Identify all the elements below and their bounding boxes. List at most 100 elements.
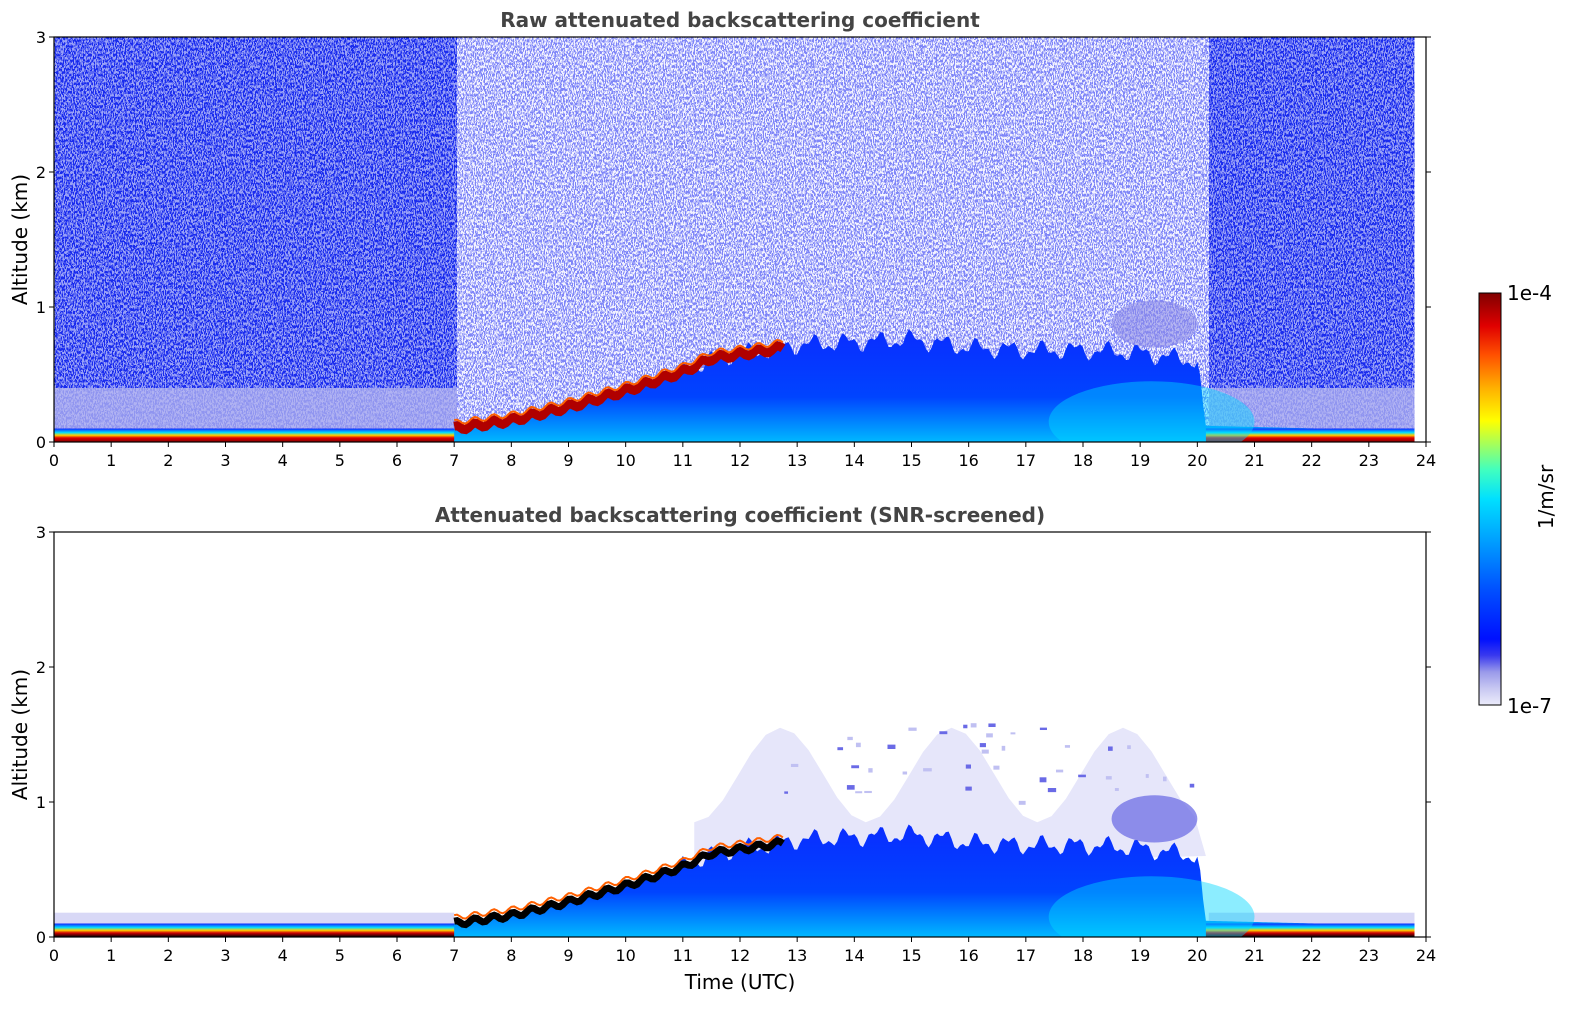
noise-blob <box>784 791 789 794</box>
x-tick-label: 8 <box>506 946 516 965</box>
x-tick-label: 4 <box>278 451 288 470</box>
y-axis-label: Altitude (km) <box>8 669 32 800</box>
night-pale-band <box>54 912 455 927</box>
x-tick-label: 19 <box>1130 451 1150 470</box>
raw-backscatter-panel: 0 1 2 3 4 5 6 7 8 9 10 11 12 13 14 15 16 17 18 19 20 21 22 23 24… <box>8 8 1436 470</box>
x-tick-label: 0 <box>49 946 59 965</box>
plot-area <box>54 37 1426 442</box>
noise-blob <box>1047 788 1057 793</box>
surface-band-night-evening <box>1205 923 1415 937</box>
noise-blob <box>993 765 1000 770</box>
noise-blob <box>1078 774 1086 778</box>
x-tick-label: 13 <box>787 946 807 965</box>
noise-blob <box>846 785 855 790</box>
y-tick-label: 3 <box>36 523 46 542</box>
noise-blob <box>902 771 908 775</box>
y-axis-label: Altitude (km) <box>8 174 32 305</box>
x-tick-label: 8 <box>506 451 516 470</box>
x-tick-label: 24 <box>1416 451 1436 470</box>
noise-blob <box>1064 745 1071 748</box>
x-tick-label: 7 <box>449 946 459 965</box>
noise-blob <box>1105 776 1112 780</box>
noise-blob <box>908 727 917 731</box>
x-tick-label: 14 <box>844 451 864 470</box>
low-noise-band <box>1208 388 1415 429</box>
noise-blob <box>1039 727 1047 731</box>
noise-blob <box>855 742 861 748</box>
x-tick-label: 23 <box>1359 451 1379 470</box>
boundary-layer <box>54 329 1415 442</box>
surface-band-night-evening <box>1205 428 1415 442</box>
noise-blob <box>979 743 986 748</box>
noise-blob <box>1114 788 1119 791</box>
noise-blob <box>1108 746 1113 751</box>
x-tick-label: 9 <box>563 451 573 470</box>
x-tick-label: 7 <box>449 451 459 470</box>
noise-blob <box>851 765 860 769</box>
noise-blob <box>965 786 972 791</box>
noise-blob <box>790 763 799 767</box>
noise-blob <box>1039 777 1047 783</box>
noise-blob <box>986 733 993 738</box>
x-axis-label: Time (UTC) <box>684 970 796 994</box>
x-tick-label: 5 <box>335 946 345 965</box>
noise-speckle <box>1208 37 1415 442</box>
colorbar: 1e-4 1e-7 1/m/sr <box>1478 281 1558 718</box>
surface-band-night <box>54 923 455 937</box>
noise-blob <box>963 724 968 729</box>
noise-blob <box>970 723 977 728</box>
noise-blob <box>855 791 863 794</box>
panel-title: Raw attenuated backscattering coefficien… <box>500 8 980 32</box>
x-tick-label: 18 <box>1073 946 1093 965</box>
noise-blob <box>988 723 996 728</box>
x-tick-label: 22 <box>1301 946 1321 965</box>
x-tick-label: 5 <box>335 451 345 470</box>
y-tick-label: 1 <box>36 793 46 812</box>
no-data-region <box>1414 37 1426 442</box>
x-tick-label: 10 <box>615 946 635 965</box>
noise-blob <box>1001 745 1006 751</box>
near-surface-enhancement <box>1048 876 1255 937</box>
noise-blob <box>1018 800 1026 805</box>
noise-blob <box>887 744 896 750</box>
colorbar-unit-label: 1/m/sr <box>1534 464 1558 529</box>
plot-area <box>54 532 1426 937</box>
noise-blob <box>847 736 853 741</box>
x-tick-label: 22 <box>1301 451 1321 470</box>
x-tick-label: 3 <box>220 946 230 965</box>
x-tick-label: 13 <box>787 451 807 470</box>
x-tick-label: 24 <box>1416 946 1436 965</box>
noise-blob <box>1162 776 1167 782</box>
x-tick-label: 3 <box>220 451 230 470</box>
x-tick-label: 15 <box>901 946 921 965</box>
aerosol-top-ridge-edge <box>453 833 784 920</box>
near-surface-enhancement <box>1048 381 1255 442</box>
x-tick-label: 18 <box>1073 451 1093 470</box>
x-tick-label: 23 <box>1359 946 1379 965</box>
x-tick-label: 2 <box>163 451 173 470</box>
y-tick-label: 3 <box>36 28 46 47</box>
x-tick-label: 6 <box>392 946 402 965</box>
x-tick-label: 21 <box>1244 451 1264 470</box>
x-tick-label: 11 <box>673 451 693 470</box>
noise-blob <box>939 731 948 735</box>
x-tick-label: 9 <box>563 946 573 965</box>
residual-layer <box>1111 795 1198 843</box>
y-tick-label: 0 <box>36 928 46 947</box>
x-tick-label: 12 <box>730 451 750 470</box>
x-tick-label: 20 <box>1187 451 1207 470</box>
x-tick-label: 14 <box>844 946 864 965</box>
x-tick-label: 10 <box>615 451 635 470</box>
y-tick-label: 1 <box>36 298 46 317</box>
x-tick-label: 1 <box>106 451 116 470</box>
x-tick-label: 17 <box>1016 946 1036 965</box>
noise-blob <box>1145 774 1149 778</box>
colorbar-min-label: 1e-7 <box>1507 694 1552 718</box>
x-tick-label: 1 <box>106 946 116 965</box>
noise-blob <box>1010 732 1016 735</box>
aerosol-top-ridge <box>453 837 785 929</box>
x-tick-label: 6 <box>392 451 402 470</box>
noise-blob <box>837 747 844 751</box>
noise-blob <box>1189 783 1195 788</box>
